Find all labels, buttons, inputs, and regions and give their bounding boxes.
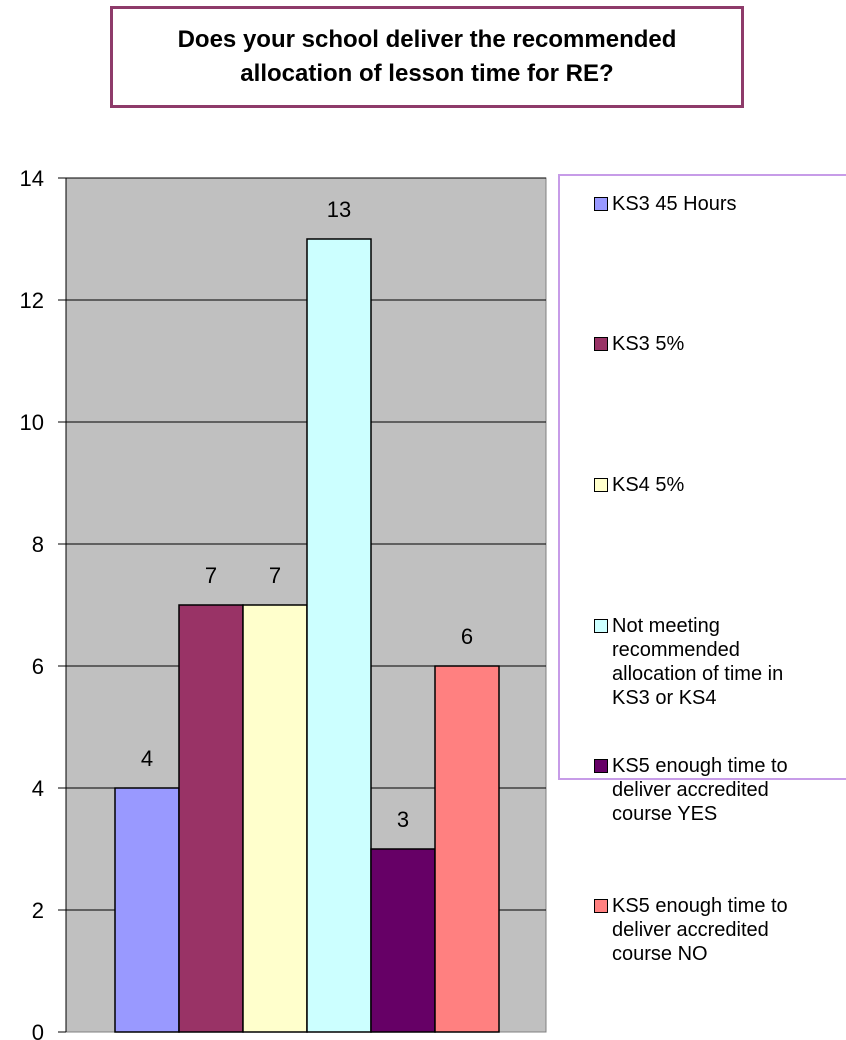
y-tick-label: 6 (32, 654, 44, 679)
legend-label: KS5 enough time to deliver accredited co… (612, 895, 788, 965)
bar (370, 848, 436, 1033)
legend-item: KS4 5% (594, 473, 846, 497)
legend-swatch (594, 197, 608, 211)
legend-swatch (594, 899, 608, 913)
legend-item: KS3 45 Hours (594, 192, 846, 216)
chart-title: Does your school deliver the recommended… (177, 26, 677, 87)
legend-label: KS5 enough time to deliver accredited co… (612, 755, 788, 825)
bar (178, 604, 244, 1033)
legend-item: KS5 enough time to deliver accredited co… (594, 754, 832, 826)
y-tick-label: 2 (32, 898, 44, 923)
data-label: 6 (461, 624, 473, 649)
bar (306, 238, 372, 1033)
legend-label: KS3 45 Hours (612, 193, 737, 215)
bar (114, 787, 180, 1033)
bar (434, 665, 500, 1033)
legend-label: KS4 5% (612, 474, 685, 496)
bar (242, 604, 308, 1033)
data-label: 7 (205, 563, 217, 588)
y-tick-label: 10 (20, 410, 44, 435)
y-tick-label: 14 (20, 166, 44, 191)
legend-swatch (594, 759, 608, 773)
y-tick-label: 8 (32, 532, 44, 557)
data-label: 13 (327, 197, 351, 222)
data-label: 4 (141, 746, 153, 771)
data-label: 7 (269, 563, 281, 588)
y-tick-label: 4 (32, 776, 44, 801)
legend-label: KS3 5% (612, 333, 685, 355)
legend-swatch (594, 337, 608, 351)
y-tick-label: 0 (32, 1020, 44, 1040)
legend-swatch (594, 619, 608, 633)
y-tick-label: 12 (20, 288, 44, 313)
legend-item: Not meeting recommended allocation of ti… (594, 614, 812, 710)
data-label: 3 (397, 807, 409, 832)
chart-title-box: Does your school deliver the recommended… (110, 6, 744, 108)
legend: KS3 45 Hours KS3 5% KS4 5% Not meeting r… (558, 174, 846, 965)
legend-item: KS5 enough time to deliver accredited co… (594, 894, 832, 966)
legend-swatch (594, 478, 608, 492)
legend-label: Not meeting recommended allocation of ti… (612, 615, 784, 709)
legend-item: KS3 5% (594, 332, 846, 356)
